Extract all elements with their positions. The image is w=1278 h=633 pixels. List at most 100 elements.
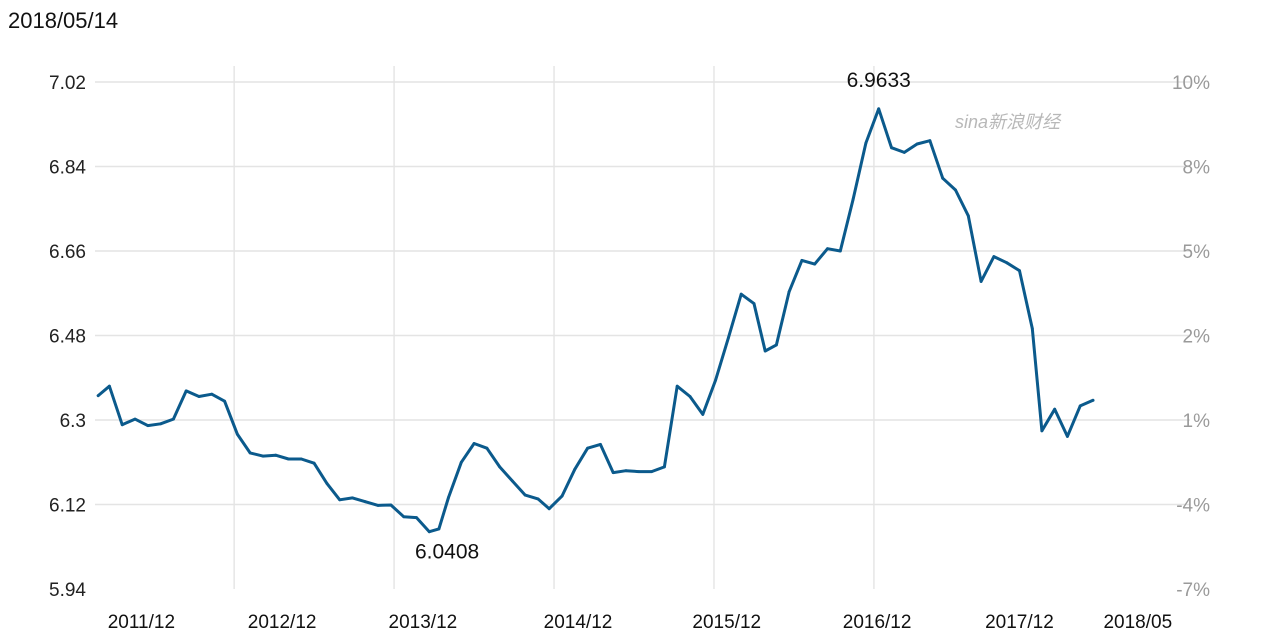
data-point bbox=[928, 139, 932, 143]
data-point bbox=[800, 259, 804, 262]
y-tick-label: 6.3 bbox=[60, 411, 86, 432]
y-tick-label: 6.48 bbox=[49, 327, 86, 348]
data-point bbox=[650, 470, 653, 473]
data-point bbox=[447, 496, 450, 499]
data-point bbox=[611, 471, 615, 474]
data-point bbox=[663, 465, 666, 469]
data-point bbox=[752, 302, 756, 305]
data-point bbox=[536, 497, 540, 501]
data-point bbox=[1091, 398, 1095, 402]
y-axis-left-ticks: 7.02 6.84 6.66 6.48 6.3 6.12 5.94 bbox=[49, 73, 86, 601]
data-point bbox=[498, 465, 502, 469]
data-point bbox=[511, 479, 514, 483]
y2-tick-label: 8% bbox=[1183, 158, 1211, 179]
data-point bbox=[637, 470, 641, 473]
data-point bbox=[210, 392, 214, 396]
data-point bbox=[954, 188, 957, 192]
data-point bbox=[1040, 429, 1044, 433]
data-point bbox=[675, 384, 679, 388]
x-axis-ticks: 2011/12 2012/12 2013/12 2014/12 2015/12 2016/… bbox=[108, 612, 1172, 633]
data-point bbox=[599, 443, 602, 446]
x-tick-label: 2016/12 bbox=[843, 612, 912, 633]
data-point bbox=[223, 399, 227, 403]
data-point bbox=[472, 442, 476, 445]
min-value-label: 6.0408 bbox=[415, 541, 479, 564]
data-point bbox=[261, 454, 265, 458]
data-point bbox=[1005, 261, 1009, 265]
data-point bbox=[120, 423, 124, 427]
data-point bbox=[376, 504, 380, 507]
data-point bbox=[739, 292, 743, 296]
data-point bbox=[851, 198, 855, 201]
data-point bbox=[415, 516, 418, 519]
data-point bbox=[586, 446, 589, 450]
y-tick-label: 5.94 bbox=[49, 580, 86, 601]
data-point bbox=[763, 349, 767, 353]
y2-tick-label: -4% bbox=[1176, 496, 1210, 517]
data-point bbox=[941, 176, 945, 180]
data-point bbox=[108, 384, 111, 388]
data-point bbox=[338, 498, 342, 502]
y-tick-label: 6.84 bbox=[49, 158, 86, 179]
data-point bbox=[351, 496, 354, 500]
data-point bbox=[96, 394, 100, 397]
data-point bbox=[560, 494, 564, 498]
x-tick-label: 2017/12 bbox=[985, 612, 1054, 633]
max-value-label: 6.9633 bbox=[847, 69, 911, 92]
data-point bbox=[197, 395, 201, 398]
data-point bbox=[1018, 269, 1021, 273]
data-point bbox=[172, 417, 175, 421]
data-point bbox=[523, 493, 527, 497]
y2-tick-label: 5% bbox=[1183, 242, 1211, 263]
data-point bbox=[714, 378, 717, 382]
data-point bbox=[363, 500, 367, 504]
data-point bbox=[184, 389, 188, 393]
y2-tick-label: -7% bbox=[1176, 580, 1210, 601]
data-point bbox=[1053, 407, 1057, 411]
data-point bbox=[248, 451, 252, 455]
x-tick-label: 2014/12 bbox=[544, 612, 613, 633]
data-point bbox=[389, 503, 393, 507]
data-point bbox=[287, 457, 290, 461]
data-point bbox=[159, 422, 163, 426]
sina-watermark: sina新浪财经 bbox=[955, 112, 1062, 132]
y2-tick-label: 1% bbox=[1183, 411, 1211, 432]
data-point bbox=[437, 527, 441, 531]
data-point bbox=[312, 461, 316, 465]
y-tick-label: 7.02 bbox=[49, 73, 86, 94]
data-point bbox=[877, 107, 881, 111]
data-point bbox=[624, 469, 628, 473]
data-point bbox=[459, 460, 463, 464]
data-point bbox=[402, 515, 406, 519]
x-tick-label: 2015/12 bbox=[692, 612, 761, 633]
data-point bbox=[979, 280, 983, 283]
data-point bbox=[992, 255, 996, 258]
y2-tick-label: 2% bbox=[1183, 327, 1211, 348]
grid-lines bbox=[95, 66, 1190, 589]
x-tick-label: 2018/05 bbox=[1103, 612, 1172, 633]
data-point bbox=[133, 417, 137, 421]
data-point bbox=[547, 507, 551, 511]
data-point bbox=[427, 530, 431, 534]
data-point bbox=[864, 141, 868, 145]
data-point bbox=[485, 446, 489, 450]
data-point bbox=[902, 151, 906, 154]
y-tick-label: 6.66 bbox=[49, 242, 86, 263]
data-point bbox=[727, 336, 730, 340]
data-point bbox=[1066, 435, 1069, 438]
data-point bbox=[775, 343, 778, 347]
data-point bbox=[890, 146, 893, 150]
data-point bbox=[1030, 327, 1034, 330]
x-tick-label: 2011/12 bbox=[108, 612, 175, 633]
y-tick-label: 6.12 bbox=[49, 496, 86, 517]
y2-tick-label: 10% bbox=[1172, 73, 1210, 94]
data-point bbox=[235, 432, 239, 436]
data-point bbox=[966, 214, 970, 218]
data-point bbox=[1078, 404, 1082, 408]
series-line bbox=[96, 107, 1095, 534]
date-stamp: 2018/05/14 bbox=[8, 8, 119, 33]
data-point bbox=[325, 482, 329, 485]
data-point bbox=[146, 424, 150, 427]
data-point bbox=[838, 249, 842, 253]
